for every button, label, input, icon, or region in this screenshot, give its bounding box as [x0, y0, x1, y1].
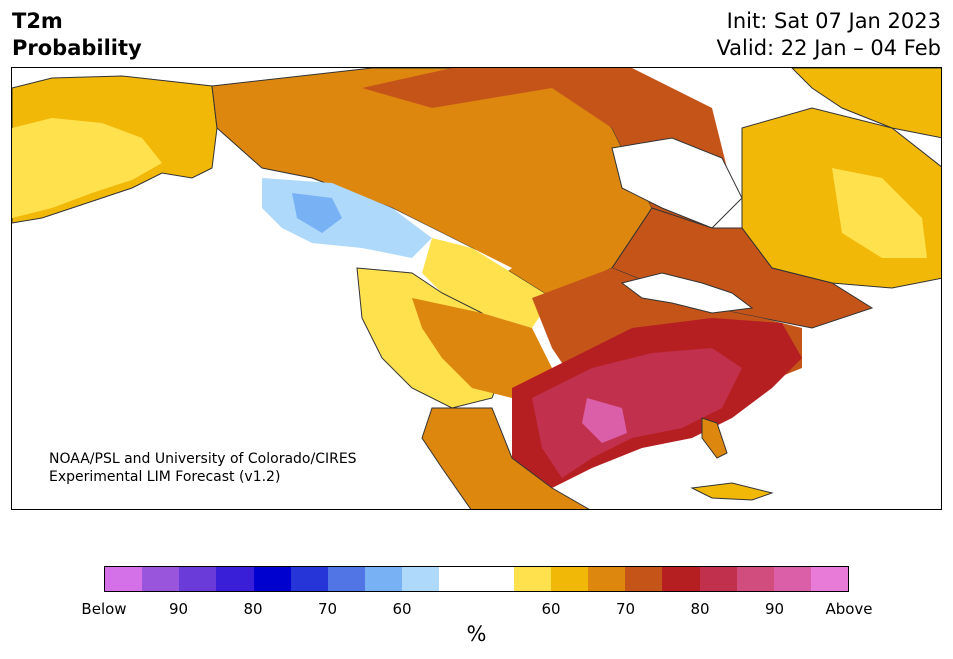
colorbar-swatch — [625, 567, 663, 591]
prairie-light-region — [422, 238, 552, 328]
colorbar-swatch — [588, 567, 626, 591]
credit-line-1: NOAA/PSL and University of Colorado/CIRE… — [49, 451, 357, 467]
colorbar-swatch — [253, 567, 291, 591]
colorbar-swatch — [550, 567, 589, 591]
bc-colder-region — [292, 193, 342, 233]
canada-north-region — [362, 68, 732, 228]
colorbar-ticks: Below 90 80 70 60 60 70 80 90 Above — [0, 600, 953, 620]
great-lakes — [620, 272, 754, 314]
map-canvas — [12, 68, 941, 509]
colorbar-swatch — [327, 567, 366, 591]
colorbar-swatch — [736, 567, 774, 591]
colorbar-tick-label: 60 — [541, 600, 561, 618]
colorbar-swatch — [290, 567, 328, 591]
texas-peak-region — [582, 398, 627, 443]
colorbar-swatch — [216, 567, 254, 591]
credit-text: NOAA/PSL and University of Colorado/CIRE… — [49, 450, 357, 486]
colorbar-tick-label: Above — [825, 600, 873, 618]
colorbar-swatch — [439, 567, 477, 591]
probability-map — [11, 67, 942, 510]
labrador-light-region — [832, 168, 927, 258]
colorbar-tick-label: 70 — [317, 600, 338, 618]
init-date: Init: Sat 07 Jan 2023 — [726, 9, 941, 33]
credit-line-2: Experimental LIM Forecast (v1.2) — [49, 469, 281, 485]
us-south-strong-region — [532, 348, 742, 478]
colorbar-tick-label: 80 — [690, 600, 710, 618]
colorbar-swatch — [476, 567, 514, 591]
colorbar-tick-label: 60 — [392, 600, 412, 618]
us-mountain-region — [412, 298, 552, 398]
colorbar-swatch — [365, 567, 403, 591]
valid-dates: Valid: 22 Jan – 04 Feb — [716, 36, 941, 60]
colorbar-tick-label: 70 — [615, 600, 636, 618]
greenland-region — [791, 68, 941, 139]
colorbar-tick-label: 80 — [243, 600, 263, 618]
cuba-region — [690, 482, 774, 501]
colorbar-swatch — [810, 567, 849, 591]
colorbar-swatch — [402, 567, 440, 591]
colorbar-swatch — [699, 567, 737, 591]
title-block: T2m Probability — [12, 8, 142, 62]
colorbar-swatch — [662, 567, 700, 591]
colorbar — [104, 566, 849, 592]
mexico-region — [421, 407, 590, 509]
colorbar-unit: % — [466, 622, 487, 646]
colorbar-swatch — [105, 567, 143, 591]
colorbar-swatch — [773, 567, 811, 591]
date-block: Init: Sat 07 Jan 2023 Valid: 22 Jan – 04… — [716, 8, 941, 62]
colorbar-swatch — [179, 567, 217, 591]
colorbar-tick-label: Below — [81, 600, 127, 618]
florida-region — [701, 417, 728, 459]
title-metric: Probability — [12, 36, 142, 60]
colorbar-tick-label: 90 — [168, 600, 189, 618]
colorbar-swatch — [142, 567, 180, 591]
hudson-bay — [611, 137, 743, 229]
colorbar-tick-label: 90 — [764, 600, 785, 618]
colorbar-swatch — [513, 567, 551, 591]
title-variable: T2m — [12, 9, 63, 33]
alaska-light-region — [12, 118, 162, 218]
